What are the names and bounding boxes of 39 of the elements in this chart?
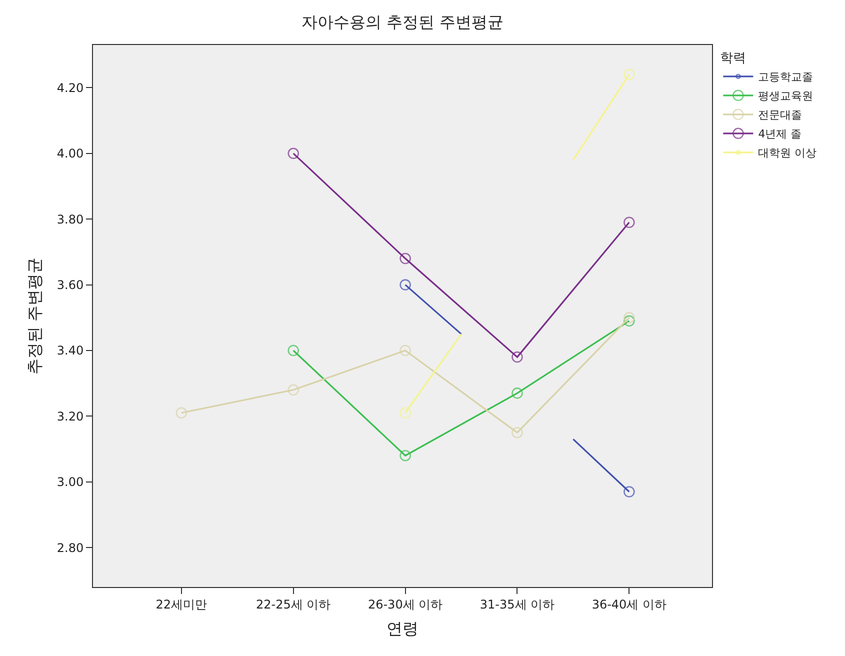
point bbox=[288, 344, 300, 356]
legend-label: 고등학교졸 bbox=[758, 70, 814, 84]
point bbox=[624, 312, 635, 324]
x-tick-label: 26-30세 이하 bbox=[368, 597, 443, 612]
x-tick-label: 31-35세 이하 bbox=[480, 597, 555, 612]
point bbox=[400, 344, 411, 356]
point bbox=[288, 384, 300, 396]
point bbox=[176, 407, 188, 419]
x-tick-label: 36-40세 이하 bbox=[592, 597, 667, 612]
y-tick-label: 3.20 bbox=[56, 409, 84, 424]
point bbox=[400, 279, 411, 290]
point bbox=[624, 216, 635, 228]
y-tick-label: 3.80 bbox=[56, 212, 84, 226]
legend-label: 4년제 졸 bbox=[758, 128, 802, 141]
point bbox=[400, 407, 411, 419]
legend-title: 학력 bbox=[720, 50, 746, 66]
legend-label: 대학원 이상 bbox=[758, 146, 817, 160]
x-tick-label: 22세미만 bbox=[156, 597, 208, 612]
point bbox=[288, 148, 300, 160]
y-tick-label: 3.60 bbox=[56, 278, 84, 292]
point bbox=[400, 450, 411, 462]
y-tick-label: 3.00 bbox=[56, 475, 84, 490]
point bbox=[400, 252, 411, 264]
point bbox=[512, 388, 523, 399]
point bbox=[624, 68, 635, 80]
y-axis-title: 추정된 주변평균 bbox=[24, 257, 44, 375]
y-tick-label: 4.20 bbox=[56, 80, 84, 95]
legend-label: 평생교육원 bbox=[758, 90, 814, 103]
point bbox=[512, 426, 523, 438]
point bbox=[512, 351, 523, 363]
x-tick-label: 22-25세 이하 bbox=[256, 597, 331, 612]
point bbox=[624, 315, 635, 327]
point bbox=[624, 486, 635, 498]
y-tick-label: 2.80 bbox=[56, 540, 84, 555]
legend-label: 전문대졸 bbox=[758, 108, 802, 122]
chart-title: 자아수용의 추정된 주변평균 bbox=[301, 12, 504, 32]
y-tick-label: 4.00 bbox=[56, 146, 84, 161]
y-tick-label: 3.40 bbox=[56, 344, 84, 358]
x-axis-title: 연령 bbox=[386, 619, 418, 638]
